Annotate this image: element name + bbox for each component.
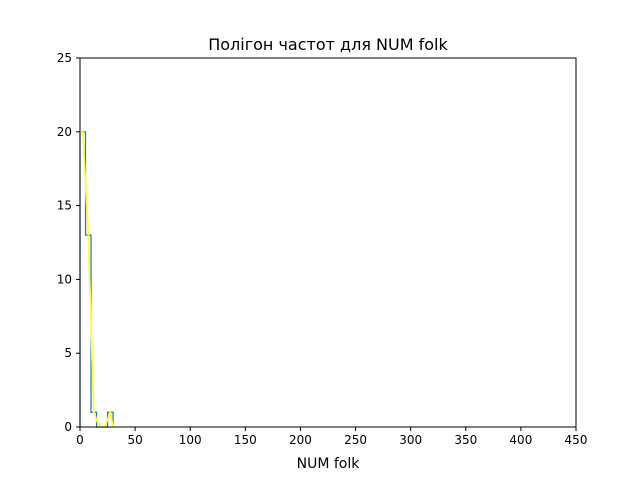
x-tick-label: 300 [399, 433, 422, 447]
plot-frame [79, 57, 577, 428]
y-tick-label: 15 [57, 199, 72, 213]
x-tick-label: 250 [344, 433, 367, 447]
x-tick-label: 200 [289, 433, 312, 447]
chart-title: Полігон частот для NUM folk [208, 35, 448, 54]
y-tick-label: 20 [57, 125, 72, 139]
y-tick-label: 10 [57, 272, 72, 286]
x-tick-label: 150 [234, 433, 257, 447]
series-layer [79, 130, 114, 428]
x-tick-label: 50 [127, 433, 142, 447]
y-tick-label: 25 [57, 51, 72, 65]
series-line-1 [79, 131, 114, 428]
series-line-2 [80, 130, 114, 428]
y-tick-label: 0 [64, 420, 72, 434]
x-tick-label: 100 [179, 433, 202, 447]
x-tick-label: 350 [454, 433, 477, 447]
x-tick-label: 400 [509, 433, 532, 447]
x-axis-label: NUM folk [297, 456, 361, 472]
x-axis-ticks: 0 50 100 150 200 250 300 350 400 450 [76, 427, 587, 447]
y-axis-ticks: 0 5 10 15 20 25 [57, 51, 80, 434]
x-tick-label: 0 [76, 433, 84, 447]
y-tick-label: 5 [64, 346, 72, 360]
x-tick-label: 450 [565, 433, 588, 447]
